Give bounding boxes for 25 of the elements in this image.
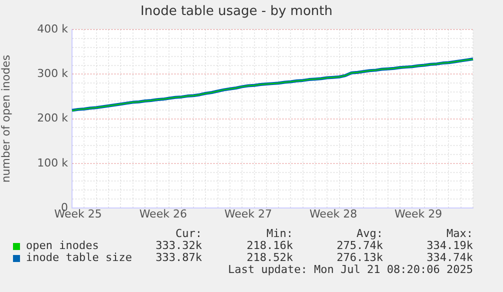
- text: 334.19k: [426, 239, 473, 252]
- chart-title: Inode table usage - by month: [140, 4, 332, 20]
- y-tick-label: 300 k: [37, 67, 69, 80]
- text: 275.74k: [336, 239, 383, 252]
- text: 334.74k: [426, 251, 473, 264]
- text: Last update: Mon Jul 21 08:20:06 2025: [226, 263, 473, 276]
- legend-label: inode table size: [26, 251, 132, 264]
- text: 218.52k: [246, 251, 293, 264]
- y-tick-label: 200 k: [37, 112, 69, 125]
- text: 276.13k: [336, 251, 383, 264]
- y-axis-title: number of open inodes: [0, 54, 12, 183]
- text: Max:: [446, 227, 473, 240]
- y-tick-label: 100 k: [37, 156, 69, 170]
- x-tick-label: Week 27: [224, 207, 272, 220]
- text: 218.16k: [246, 239, 293, 252]
- text: Min:: [266, 227, 293, 240]
- text: 333.87k: [156, 251, 202, 264]
- legend-label: open inodes: [26, 239, 99, 252]
- text: Cur:: [174, 227, 202, 240]
- x-tick-label: Week 29: [394, 207, 442, 220]
- x-tick-label: Week 28: [309, 207, 358, 220]
- text: 333.32k: [154, 239, 202, 252]
- y-tick-label: 400 k: [37, 22, 69, 36]
- x-tick-label: Week 26: [139, 207, 187, 220]
- text: Avg:: [356, 227, 383, 240]
